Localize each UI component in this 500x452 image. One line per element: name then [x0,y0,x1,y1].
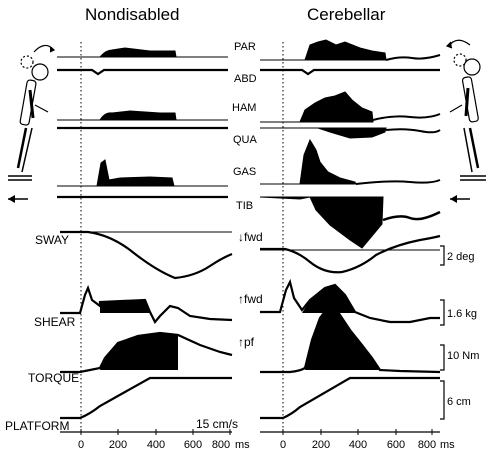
emg-qua-right-tail [385,128,441,134]
direction-label-sway: ↓fwd [238,230,263,244]
tick-right-600: 600 [387,439,405,451]
scale-bar-shear: 1.6 kg [440,299,477,326]
emg-traces-nondisabled [57,47,228,199]
emg-label-qua: QUA [233,134,258,146]
row-label-platform: PLATFORM [5,419,69,433]
sway-traces [60,230,441,280]
tick-left-0: 0 [78,439,84,451]
emg-par-right-tail [385,54,441,61]
sway-left [60,230,233,280]
tick-left-400: 400 [147,439,165,451]
emg-label-gas: GAS [233,166,256,178]
nondisabled-figure-icon [8,44,56,181]
tick-right-200: 200 [312,439,330,451]
platform-left [60,376,232,420]
tick-right-0: 0 [280,439,286,451]
emg-traces-cerebellar [259,39,441,249]
emg-par-right [260,39,387,61]
shear-right-fill [302,285,355,313]
svg-text:1.6 kg: 1.6 kg [447,308,477,320]
platform-right [260,376,440,420]
sway-right [260,234,441,274]
torque-left [60,331,233,374]
velocity-label: 15 cm/s [196,417,238,431]
emg-par-left [57,47,228,58]
emg-label-tib: TIB [236,200,253,212]
torque-right [260,303,441,374]
scale-bar-platform: 6 cm [440,380,471,420]
shear-right [260,278,440,324]
emg-abd-right [260,68,440,76]
emg-tib-right [259,196,384,249]
direction-label-shear: ↑fwd [238,292,263,306]
emg-label-abd: ABD [234,73,257,85]
tick-right-800: 800 [418,439,436,451]
emg-ham-right-tail [372,113,441,121]
emg-gas-left [57,159,228,187]
svg-text:10 Nm: 10 Nm [447,350,479,362]
unit-left: ms [235,439,250,451]
scale-bar-torque: 10 Nm [440,344,479,371]
scale-bar-sway: 2 deg [440,245,475,266]
unit-right: ms [440,439,455,451]
cerebellar-figure-icon [445,39,486,181]
svg-text:2 deg: 2 deg [447,251,475,263]
shear-left [60,284,233,324]
emg-gas-right [260,138,357,185]
emg-abd-left [57,68,228,76]
torque-left-fill [100,333,178,370]
tick-left-800: 800 [212,439,230,451]
row-label-sway: SWAY [35,233,69,247]
backward-arrow-icon [8,195,28,203]
forward-arrow-icon [450,195,470,203]
tick-left-200: 200 [109,439,127,451]
emg-label-ham: HAM [232,102,256,114]
emg-label-par: PAR [234,41,256,53]
title-nondisabled: Nondisabled [85,5,180,24]
emg-tib-right-tail [382,210,441,222]
tick-left-600: 600 [184,439,202,451]
emg-qua-right [260,127,387,139]
title-cerebellar: Cerebellar [307,5,386,24]
torque-right-fill [305,305,380,370]
row-label-shear: SHEAR [34,315,76,329]
emg-gas-right-tail [355,179,441,185]
time-axis-left: 0 200 400 600 800 ms [60,429,250,451]
emg-ham-left [57,110,228,121]
shear-left-fill [100,300,150,313]
direction-label-torque: ↑pf [238,335,255,349]
shear-traces [60,278,440,324]
emg-ham-right [260,91,374,123]
svg-text:6 cm: 6 cm [447,396,471,408]
tick-right-400: 400 [349,439,367,451]
time-axis-right: 0 200 400 600 800 ms [260,429,455,451]
platform-traces [60,376,440,420]
torque-traces [60,303,441,374]
row-label-torque: TORQUE [28,371,79,385]
